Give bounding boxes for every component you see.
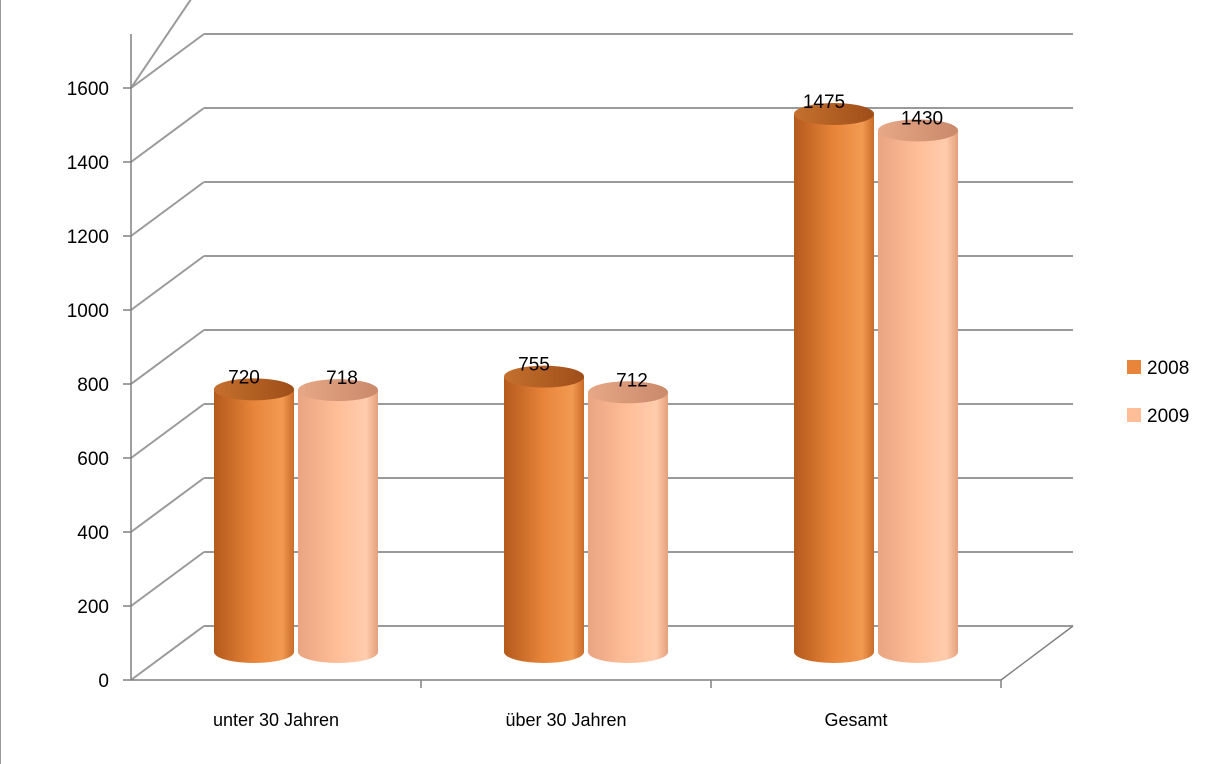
bars: [214, 103, 958, 663]
bar-top: [504, 365, 584, 388]
gridline-side: [130, 477, 205, 533]
bar-body: [504, 376, 584, 663]
y-tick-label: 1400: [67, 153, 109, 174]
axes: [123, 34, 1074, 688]
legend-label: 2008: [1147, 358, 1189, 379]
floor-edge: [1000, 625, 1074, 681]
gridline-side: [130, 403, 205, 459]
y-tick-label: 0: [98, 671, 109, 692]
bar-body: [878, 130, 958, 663]
bar-top: [588, 381, 668, 404]
bar-top: [794, 103, 874, 125]
data-label: 718: [326, 368, 358, 389]
data-label: 720: [228, 367, 260, 388]
y-tick-label: 400: [77, 523, 109, 544]
bar-body: [214, 389, 294, 663]
legend: 2008 2009: [1127, 358, 1189, 427]
y-tick-label: 600: [77, 449, 109, 470]
gridline-side: [130, 551, 205, 607]
x-category-label: Gesamt: [824, 710, 887, 730]
gridline-side: [130, 107, 205, 163]
data-label: 712: [616, 370, 648, 391]
bar-top: [878, 119, 958, 142]
legend-swatch-2008: [1127, 360, 1141, 374]
labels: 0 200 400 600 800 1000 1200 1400 1600 unter 30 Ja…: [67, 79, 943, 730]
y-tick-label: 1600: [67, 79, 109, 100]
bar-body: [588, 392, 668, 663]
bar-2009-1: [588, 381, 668, 663]
bar-2008-2: [794, 103, 874, 663]
y-tick-label: 1200: [67, 227, 109, 248]
bar-2008-0: [214, 378, 294, 663]
bar-2009-0: [298, 379, 378, 663]
bar-body: [794, 114, 874, 663]
legend-swatch-2009: [1127, 408, 1141, 422]
bar-top: [298, 379, 378, 402]
gridline-side: [130, 0, 192, 89]
gridline-side: [130, 33, 205, 89]
bar-2009-2: [878, 119, 958, 663]
bar-body: [298, 390, 378, 663]
gridline-side: [130, 329, 205, 385]
data-label: 1475: [803, 92, 845, 113]
gridline-side: [130, 625, 205, 681]
bar-2008-1: [504, 365, 584, 663]
data-label: 755: [518, 355, 550, 376]
gridline-side: [130, 181, 205, 237]
data-label: 1430: [901, 108, 943, 129]
legend-label: 2009: [1147, 406, 1189, 427]
x-category-label: über 30 Jahren: [505, 710, 626, 730]
bar-top: [214, 378, 294, 401]
y-tick-label: 800: [77, 375, 109, 396]
y-tick-label: 1000: [67, 301, 109, 322]
gridline-side: [130, 255, 205, 311]
x-category-label: unter 30 Jahren: [213, 710, 339, 730]
y-tick-label: 200: [77, 597, 109, 618]
